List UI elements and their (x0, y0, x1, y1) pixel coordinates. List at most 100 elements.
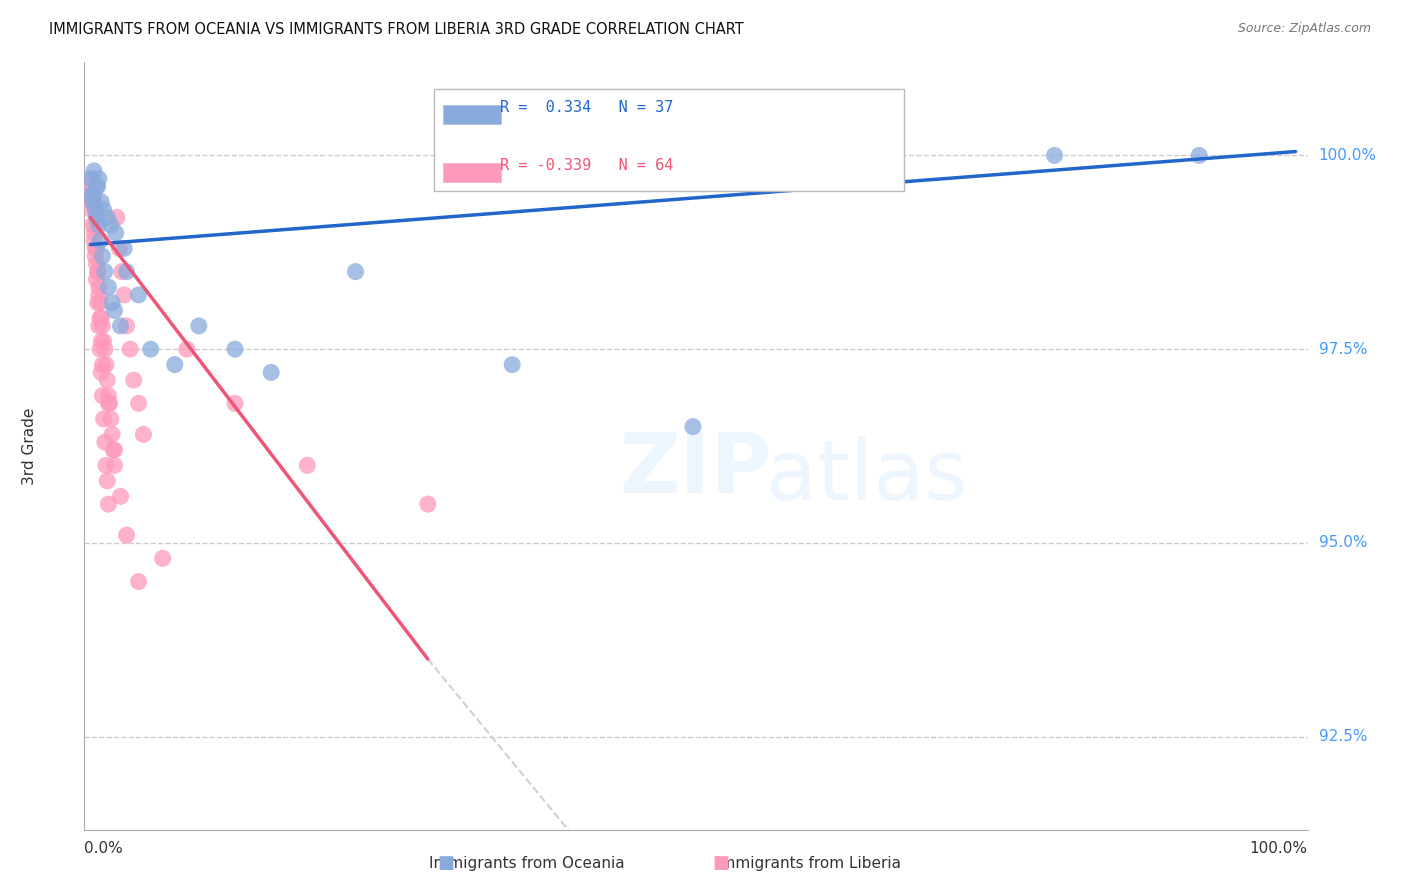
Text: 95.0%: 95.0% (1319, 535, 1367, 550)
Point (112, 241, 135, 255)
Point (128, 396, 150, 410)
Point (139, 342, 162, 356)
Point (87, 280, 110, 294)
Point (128, 288, 150, 302)
Point (152, 551, 174, 566)
Text: 97.5%: 97.5% (1319, 342, 1367, 357)
Point (83, 164, 105, 178)
Point (120, 342, 142, 356)
Point (79, 171, 101, 186)
Point (96, 211, 118, 225)
Point (93, 334, 115, 349)
Point (103, 458, 125, 473)
Point (110, 318, 132, 333)
Point (83, 226, 105, 240)
Point (86, 272, 108, 286)
Point (122, 373, 145, 387)
Point (297, 458, 319, 473)
Point (86, 295, 108, 310)
Point (86, 179, 108, 194)
Point (111, 265, 134, 279)
Point (97, 396, 120, 410)
Point (82, 194, 104, 209)
Point (89, 311, 111, 326)
Point (83, 187, 105, 202)
Text: atlas: atlas (766, 436, 969, 517)
Text: 3rd Grade: 3rd Grade (22, 408, 37, 484)
Point (86, 179, 108, 194)
Point (101, 295, 124, 310)
Point (103, 442, 125, 457)
Point (115, 265, 138, 279)
Point (84, 202, 107, 217)
Point (112, 288, 135, 302)
Text: 100.0%: 100.0% (1319, 148, 1376, 163)
Text: IMMIGRANTS FROM OCEANIA VS IMMIGRANTS FROM LIBERIA 3RD GRADE CORRELATION CHART: IMMIGRANTS FROM OCEANIA VS IMMIGRANTS FR… (49, 22, 744, 37)
Point (91, 358, 114, 372)
Point (90, 334, 112, 349)
Point (103, 303, 125, 318)
Point (1043, 148, 1066, 162)
Point (83, 194, 105, 209)
FancyBboxPatch shape (443, 105, 502, 124)
Point (90, 194, 112, 209)
Text: ■: ■ (437, 855, 454, 872)
Point (80, 179, 103, 194)
Point (83, 234, 105, 248)
Point (84, 218, 107, 232)
Point (187, 318, 209, 333)
Point (224, 342, 246, 356)
Point (87, 218, 110, 232)
Point (101, 427, 124, 442)
Point (91, 249, 114, 263)
Point (94, 435, 117, 450)
Text: ■: ■ (713, 855, 730, 872)
Point (260, 365, 283, 379)
Point (96, 373, 118, 387)
Point (94, 342, 117, 356)
Text: ZIP: ZIP (620, 428, 772, 509)
Point (115, 318, 138, 333)
Point (82, 194, 104, 209)
Point (115, 528, 138, 542)
Point (94, 458, 117, 473)
Point (86, 211, 108, 225)
Point (80, 202, 103, 217)
FancyBboxPatch shape (443, 163, 502, 182)
Point (91, 318, 114, 333)
Point (79, 187, 101, 202)
Text: Source: ZipAtlas.com: Source: ZipAtlas.com (1237, 22, 1371, 36)
Point (344, 265, 367, 279)
Point (105, 211, 128, 225)
Point (89, 234, 111, 248)
Point (91, 389, 114, 403)
Point (96, 474, 118, 488)
Point (94, 265, 117, 279)
Point (97, 280, 120, 294)
Point (97, 389, 120, 403)
Text: 0.0%: 0.0% (84, 841, 124, 856)
Point (86, 241, 108, 255)
Point (90, 311, 112, 326)
Text: R =  0.334   N = 37: R = 0.334 N = 37 (501, 100, 673, 115)
Text: 92.5%: 92.5% (1319, 729, 1367, 744)
Point (93, 412, 115, 426)
Point (176, 342, 198, 356)
Point (97, 497, 120, 511)
Point (93, 202, 115, 217)
Point (87, 288, 110, 302)
Point (87, 171, 110, 186)
Point (82, 171, 104, 186)
Point (84, 249, 107, 263)
Point (86, 265, 108, 279)
Point (103, 442, 125, 457)
Point (86, 265, 108, 279)
Point (163, 358, 186, 372)
Point (416, 497, 439, 511)
Point (224, 396, 246, 410)
Point (128, 574, 150, 589)
Point (89, 295, 111, 310)
Text: 100.0%: 100.0% (1250, 841, 1308, 856)
Point (90, 365, 112, 379)
Point (100, 412, 122, 426)
